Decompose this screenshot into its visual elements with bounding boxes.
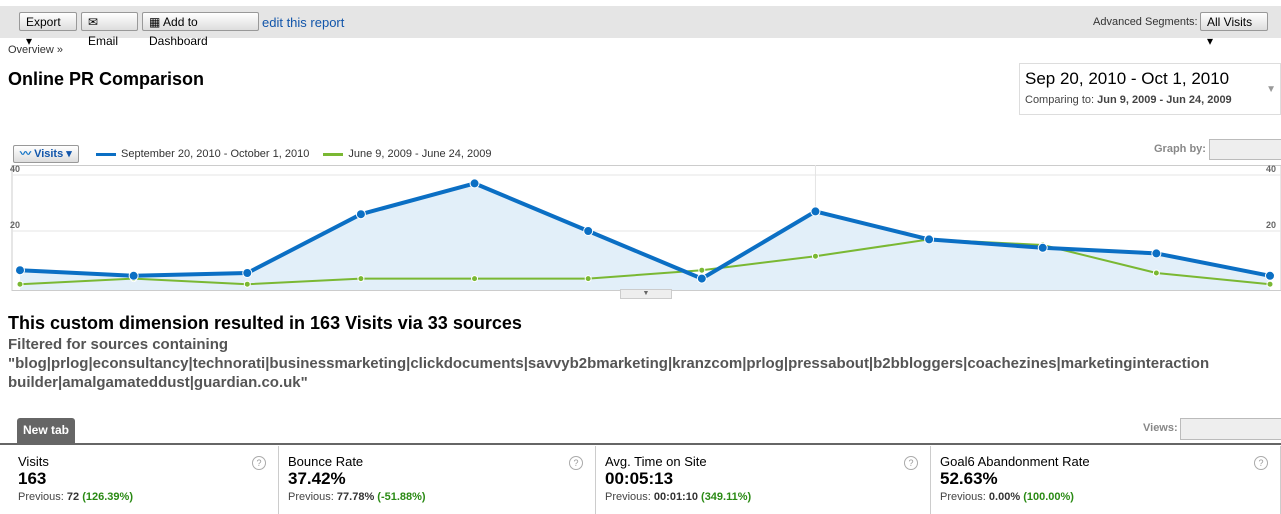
metric-previous: Previous: 00:01:10 (349.11%)	[605, 491, 930, 503]
legend-item: June 9, 2009 - June 24, 2009	[323, 148, 491, 160]
point	[355, 209, 366, 220]
point	[810, 206, 821, 217]
point	[696, 273, 707, 284]
metric-previous: Previous: 0.00% (100.00%)	[940, 491, 1280, 503]
comparing-range: Jun 9, 2009 - Jun 24, 2009	[1097, 94, 1232, 106]
point	[924, 234, 935, 245]
point	[698, 266, 706, 274]
graph-by-buttons[interactable]	[1209, 139, 1281, 160]
metric-value: 52.63%	[940, 469, 998, 488]
help-icon[interactable]: ?	[904, 456, 918, 470]
date-picker[interactable]: Sep 20, 2010 - Oct 1, 2010 Comparing to:…	[1019, 63, 1281, 115]
legend-label: September 20, 2010 - October 1, 2010	[121, 148, 310, 160]
view-buttons[interactable]	[1180, 418, 1281, 440]
point	[357, 275, 365, 283]
dashboard-button[interactable]: ▦ Add to Dashboard	[142, 12, 259, 48]
filter-label: Filtered for sources containing	[8, 336, 229, 353]
legend-label: June 9, 2009 - June 24, 2009	[348, 148, 492, 160]
comparing-label: Comparing to:	[1025, 94, 1095, 106]
legend-item: September 20, 2010 - October 1, 2010	[96, 148, 309, 160]
legend: September 20, 2010 - October 1, 2010 June…	[96, 148, 505, 160]
y-tick-label: 40	[1266, 165, 1276, 174]
metric-card: Visits 163 Previous: 72 (126.39%)?	[9, 446, 279, 514]
metric-name: Bounce Rate	[288, 454, 364, 469]
previous-value: 77.78%	[336, 491, 375, 503]
dropdown-arrow: ▼	[1266, 84, 1276, 95]
previous-label: Previous:	[605, 491, 651, 503]
metric-previous: Previous: 77.78% (-51.88%)	[288, 491, 595, 503]
change: (126.39%)	[82, 491, 133, 503]
report-title: Online PR Comparison	[8, 69, 205, 89]
area	[20, 183, 1270, 290]
email-button[interactable]: ✉ Email	[81, 12, 138, 48]
metric-value: 00:05:13	[605, 469, 674, 488]
chart: 20204040Sep 20Sep 27	[10, 165, 1281, 291]
change: (-51.88%)	[377, 491, 426, 503]
metric-name: Visits	[18, 454, 49, 469]
filter-terms: builder|amalgamateddust|guardian.co.uk"	[8, 374, 308, 391]
help-icon[interactable]: ?	[1254, 456, 1268, 470]
breadcrumb[interactable]: Overview »	[8, 44, 64, 56]
previous-label: Previous:	[940, 491, 986, 503]
metric-name: Avg. Time on Site	[605, 454, 707, 469]
metric-card: Goal6 Abandonment Rate 52.63% Previous: 0.…	[931, 446, 1281, 514]
point	[471, 275, 479, 283]
filter-terms: "blog|prlog|econsultancy|technorati|busi…	[8, 355, 1210, 372]
point	[811, 252, 819, 260]
metric-value: 163	[18, 469, 47, 488]
point	[16, 280, 24, 288]
point	[242, 268, 253, 278]
label: Visits	[34, 148, 64, 160]
views-label: Views:	[1143, 422, 1178, 434]
legend-swatch	[323, 152, 344, 156]
y-tick-label: 20	[1266, 220, 1276, 230]
point	[1266, 280, 1274, 288]
metric-select[interactable]: 〰 Visits ▾	[13, 145, 79, 163]
help-icon[interactable]: ?	[252, 456, 266, 470]
collapse-handle[interactable]: ▼	[620, 289, 672, 299]
edit-link[interactable]: edit this report	[262, 15, 345, 30]
point	[128, 270, 139, 281]
previous-value: 00:01:10	[653, 491, 698, 503]
point	[1152, 269, 1160, 277]
y-tick-label: 40	[10, 165, 20, 174]
previous-label: Previous:	[18, 491, 64, 503]
label: Export	[26, 15, 61, 29]
tab-rule	[0, 443, 1281, 445]
help-icon[interactable]: ?	[569, 456, 583, 470]
point	[243, 280, 251, 288]
point	[583, 226, 594, 236]
label: Email	[88, 34, 119, 48]
metric-value: 37.42%	[288, 469, 346, 488]
line	[19, 181, 1271, 281]
metric-name: Goal6 Abandonment Rate	[940, 454, 1090, 469]
metric-card: Bounce Rate 37.42% Previous: 77.78% (-51.8…	[279, 446, 596, 514]
summary-heading: This custom dimension resulted in 163 Vi…	[8, 313, 522, 333]
legend-swatch	[96, 152, 116, 156]
toolbar: Export ▾ ✉ Email ▦ Add to Dashboard edit…	[0, 6, 1281, 48]
previous-value: 72	[66, 491, 80, 503]
graph-by-label: Graph by:	[1154, 143, 1206, 155]
point	[1151, 248, 1162, 259]
label: Add to Dashboard	[149, 15, 208, 48]
point	[1037, 242, 1048, 253]
segments-label: Advanced Segments:	[1093, 16, 1198, 28]
previous-label: Previous:	[288, 491, 334, 503]
export-button[interactable]: Export ▾	[19, 12, 77, 48]
previous-value: 0.00%	[988, 491, 1021, 503]
point	[584, 275, 592, 283]
change: (349.11%)	[701, 491, 752, 503]
date-range: Sep 20, 2010 - Oct 1, 2010	[1025, 69, 1230, 88]
metric-card: Avg. Time on Site 00:05:13 Previous: 00:01…	[596, 446, 931, 514]
point	[15, 265, 25, 276]
point	[1265, 270, 1275, 281]
segments-select[interactable]: All Visits ▾	[1200, 12, 1268, 48]
y-tick-label: 20	[10, 220, 20, 230]
label: All Visits	[1207, 15, 1253, 29]
point	[469, 178, 480, 189]
change: (100.00%)	[1023, 491, 1074, 503]
tab[interactable]: New tab	[17, 418, 75, 443]
metric-previous: Previous: 72 (126.39%)	[18, 491, 278, 503]
